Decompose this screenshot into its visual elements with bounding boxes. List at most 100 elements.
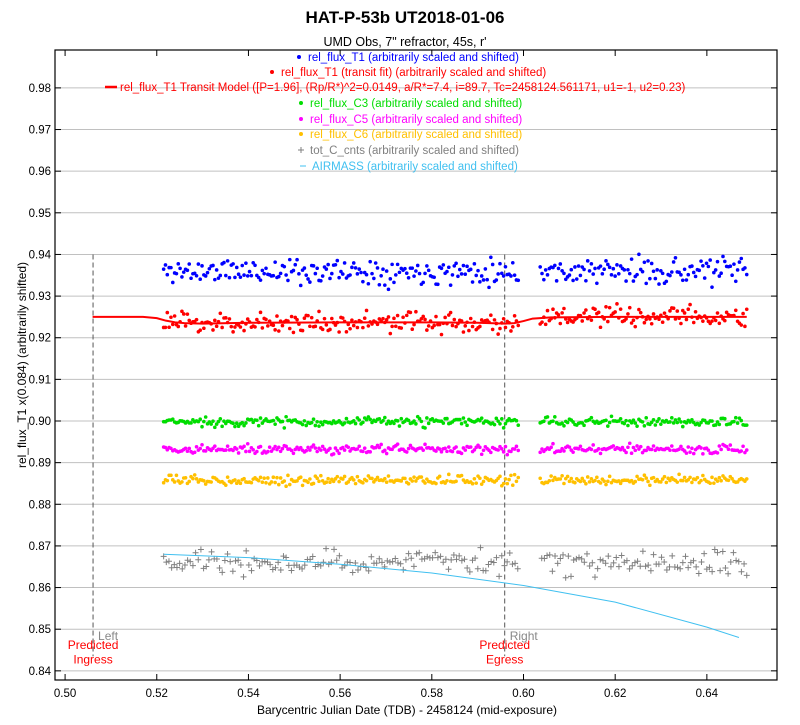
data-point-rel-flux-t1	[574, 277, 579, 281]
data-point-tot-c-cnts	[171, 561, 178, 568]
data-point-rel-flux-t1-transit-fit-	[432, 323, 436, 328]
data-point-rel-flux-c3	[330, 421, 334, 426]
data-point-tot-c-cnts	[328, 559, 335, 566]
data-point-rel-flux-t1	[627, 271, 632, 276]
legend-label: AIRMASS (arbitrarily scaled and shifted)	[312, 161, 518, 173]
data-point-rel-flux-t1	[350, 265, 354, 270]
data-point-tot-c-cnts	[392, 555, 399, 562]
data-point-rel-flux-c3	[233, 424, 237, 429]
data-point-rel-flux-c6	[346, 480, 351, 484]
data-point-tot-c-cnts	[711, 546, 718, 553]
data-point-rel-flux-c5	[558, 449, 563, 453]
data-point-rel-flux-t1-transit-fit-	[414, 309, 418, 314]
data-point-rel-flux-t1-transit-fit-	[633, 324, 638, 329]
data-point-rel-flux-c6	[317, 479, 321, 484]
data-point-tot-c-cnts	[365, 567, 372, 574]
data-point-rel-flux-c5	[626, 445, 630, 450]
data-point-rel-flux-c3	[189, 421, 193, 425]
data-point-rel-flux-c6	[273, 480, 277, 485]
data-point-rel-flux-c3	[317, 424, 321, 428]
data-point-rel-flux-c3	[214, 422, 219, 426]
data-point-rel-flux-t1	[225, 259, 230, 263]
data-point-rel-flux-c5	[194, 444, 199, 449]
data-point-tot-c-cnts	[613, 554, 620, 561]
data-point-rel-flux-c5	[362, 446, 367, 450]
data-point-rel-flux-c5	[335, 448, 340, 453]
data-point-rel-flux-c3	[545, 415, 550, 419]
data-point-rel-flux-t1	[379, 273, 383, 278]
data-point-tot-c-cnts	[213, 555, 220, 562]
data-point-rel-flux-c5	[578, 444, 583, 449]
data-point-rel-flux-t1	[390, 262, 394, 267]
data-point-rel-flux-c3	[500, 417, 504, 421]
data-point-rel-flux-c6	[644, 476, 649, 480]
data-point-tot-c-cnts	[394, 559, 401, 566]
legend-marker-dot	[299, 132, 303, 136]
data-point-rel-flux-c3	[249, 417, 254, 422]
data-point-rel-flux-c3	[383, 415, 387, 420]
data-point-tot-c-cnts	[738, 568, 745, 575]
data-point-rel-flux-c3	[744, 423, 749, 427]
data-point-rel-flux-c5	[223, 448, 228, 452]
data-point-rel-flux-c6	[351, 478, 356, 482]
data-point-rel-flux-c5	[357, 444, 362, 449]
data-point-rel-flux-c6	[278, 476, 283, 480]
data-point-rel-flux-c3	[626, 423, 630, 428]
data-point-rel-flux-c5	[434, 449, 438, 453]
data-point-rel-flux-t1-transit-fit-	[324, 323, 329, 327]
data-point-rel-flux-c3	[309, 420, 314, 425]
data-point-rel-flux-t1-transit-fit-	[580, 319, 585, 323]
data-point-rel-flux-t1	[540, 271, 544, 276]
data-point-rel-flux-c5	[472, 448, 477, 452]
data-point-rel-flux-t1-transit-fit-	[245, 317, 250, 321]
data-point-rel-flux-t1	[602, 267, 606, 272]
data-point-rel-flux-c6	[306, 480, 310, 485]
data-point-tot-c-cnts	[301, 562, 308, 569]
data-point-tot-c-cnts	[661, 558, 668, 565]
data-point-rel-flux-c3	[234, 421, 239, 426]
data-point-rel-flux-c6	[562, 481, 566, 486]
data-point-rel-flux-t1	[200, 264, 204, 268]
data-point-rel-flux-t1	[456, 274, 460, 279]
data-point-rel-flux-t1	[278, 271, 283, 276]
data-point-tot-c-cnts	[472, 555, 479, 562]
data-point-rel-flux-t1-transit-fit-	[180, 309, 184, 314]
data-point-rel-flux-c6	[580, 476, 585, 481]
data-point-rel-flux-c6	[249, 480, 254, 485]
data-point-rel-flux-c5	[686, 445, 691, 449]
data-point-tot-c-cnts	[576, 554, 583, 561]
plot-frame	[54, 49, 778, 681]
data-point-rel-flux-t1	[618, 264, 623, 268]
data-point-rel-flux-c3	[377, 417, 382, 421]
data-point-rel-flux-c5	[337, 451, 341, 456]
data-point-rel-flux-c5	[699, 446, 703, 450]
legend-label: rel_flux_C3 (arbitrarily scaled and shif…	[310, 98, 522, 110]
data-point-rel-flux-c6	[337, 479, 341, 484]
data-point-rel-flux-c5	[331, 452, 336, 456]
data-point-tot-c-cnts	[362, 564, 369, 571]
y-tick-label: 0.91	[29, 374, 51, 386]
data-point-rel-flux-t1	[205, 270, 210, 275]
data-point-tot-c-cnts	[682, 553, 689, 560]
data-point-rel-flux-c6	[446, 472, 451, 477]
data-point-rel-flux-t1	[213, 277, 217, 282]
data-point-tot-c-cnts	[645, 562, 652, 569]
data-point-rel-flux-t1	[730, 273, 734, 277]
data-point-tot-c-cnts	[589, 559, 596, 566]
data-point-rel-flux-t1	[170, 280, 175, 285]
data-point-rel-flux-t1-transit-fit-	[673, 317, 678, 321]
data-point-rel-flux-t1-transit-fit-	[183, 324, 188, 328]
data-point-rel-flux-c5	[266, 449, 270, 454]
data-point-rel-flux-c6	[335, 474, 340, 479]
data-point-rel-flux-t1-transit-fit-	[211, 328, 215, 332]
data-point-rel-flux-c6	[203, 482, 208, 486]
data-point-rel-flux-c3	[361, 420, 365, 425]
data-point-rel-flux-c6	[505, 481, 510, 486]
data-point-rel-flux-c3	[213, 425, 217, 430]
data-point-rel-flux-t1-transit-fit-	[264, 317, 268, 322]
data-point-rel-flux-c6	[331, 479, 336, 484]
data-point-rel-flux-t1-transit-fit-	[686, 307, 691, 312]
data-point-rel-flux-c3	[399, 416, 404, 421]
data-point-tot-c-cnts	[195, 556, 202, 563]
data-point-rel-flux-c5	[244, 449, 248, 454]
